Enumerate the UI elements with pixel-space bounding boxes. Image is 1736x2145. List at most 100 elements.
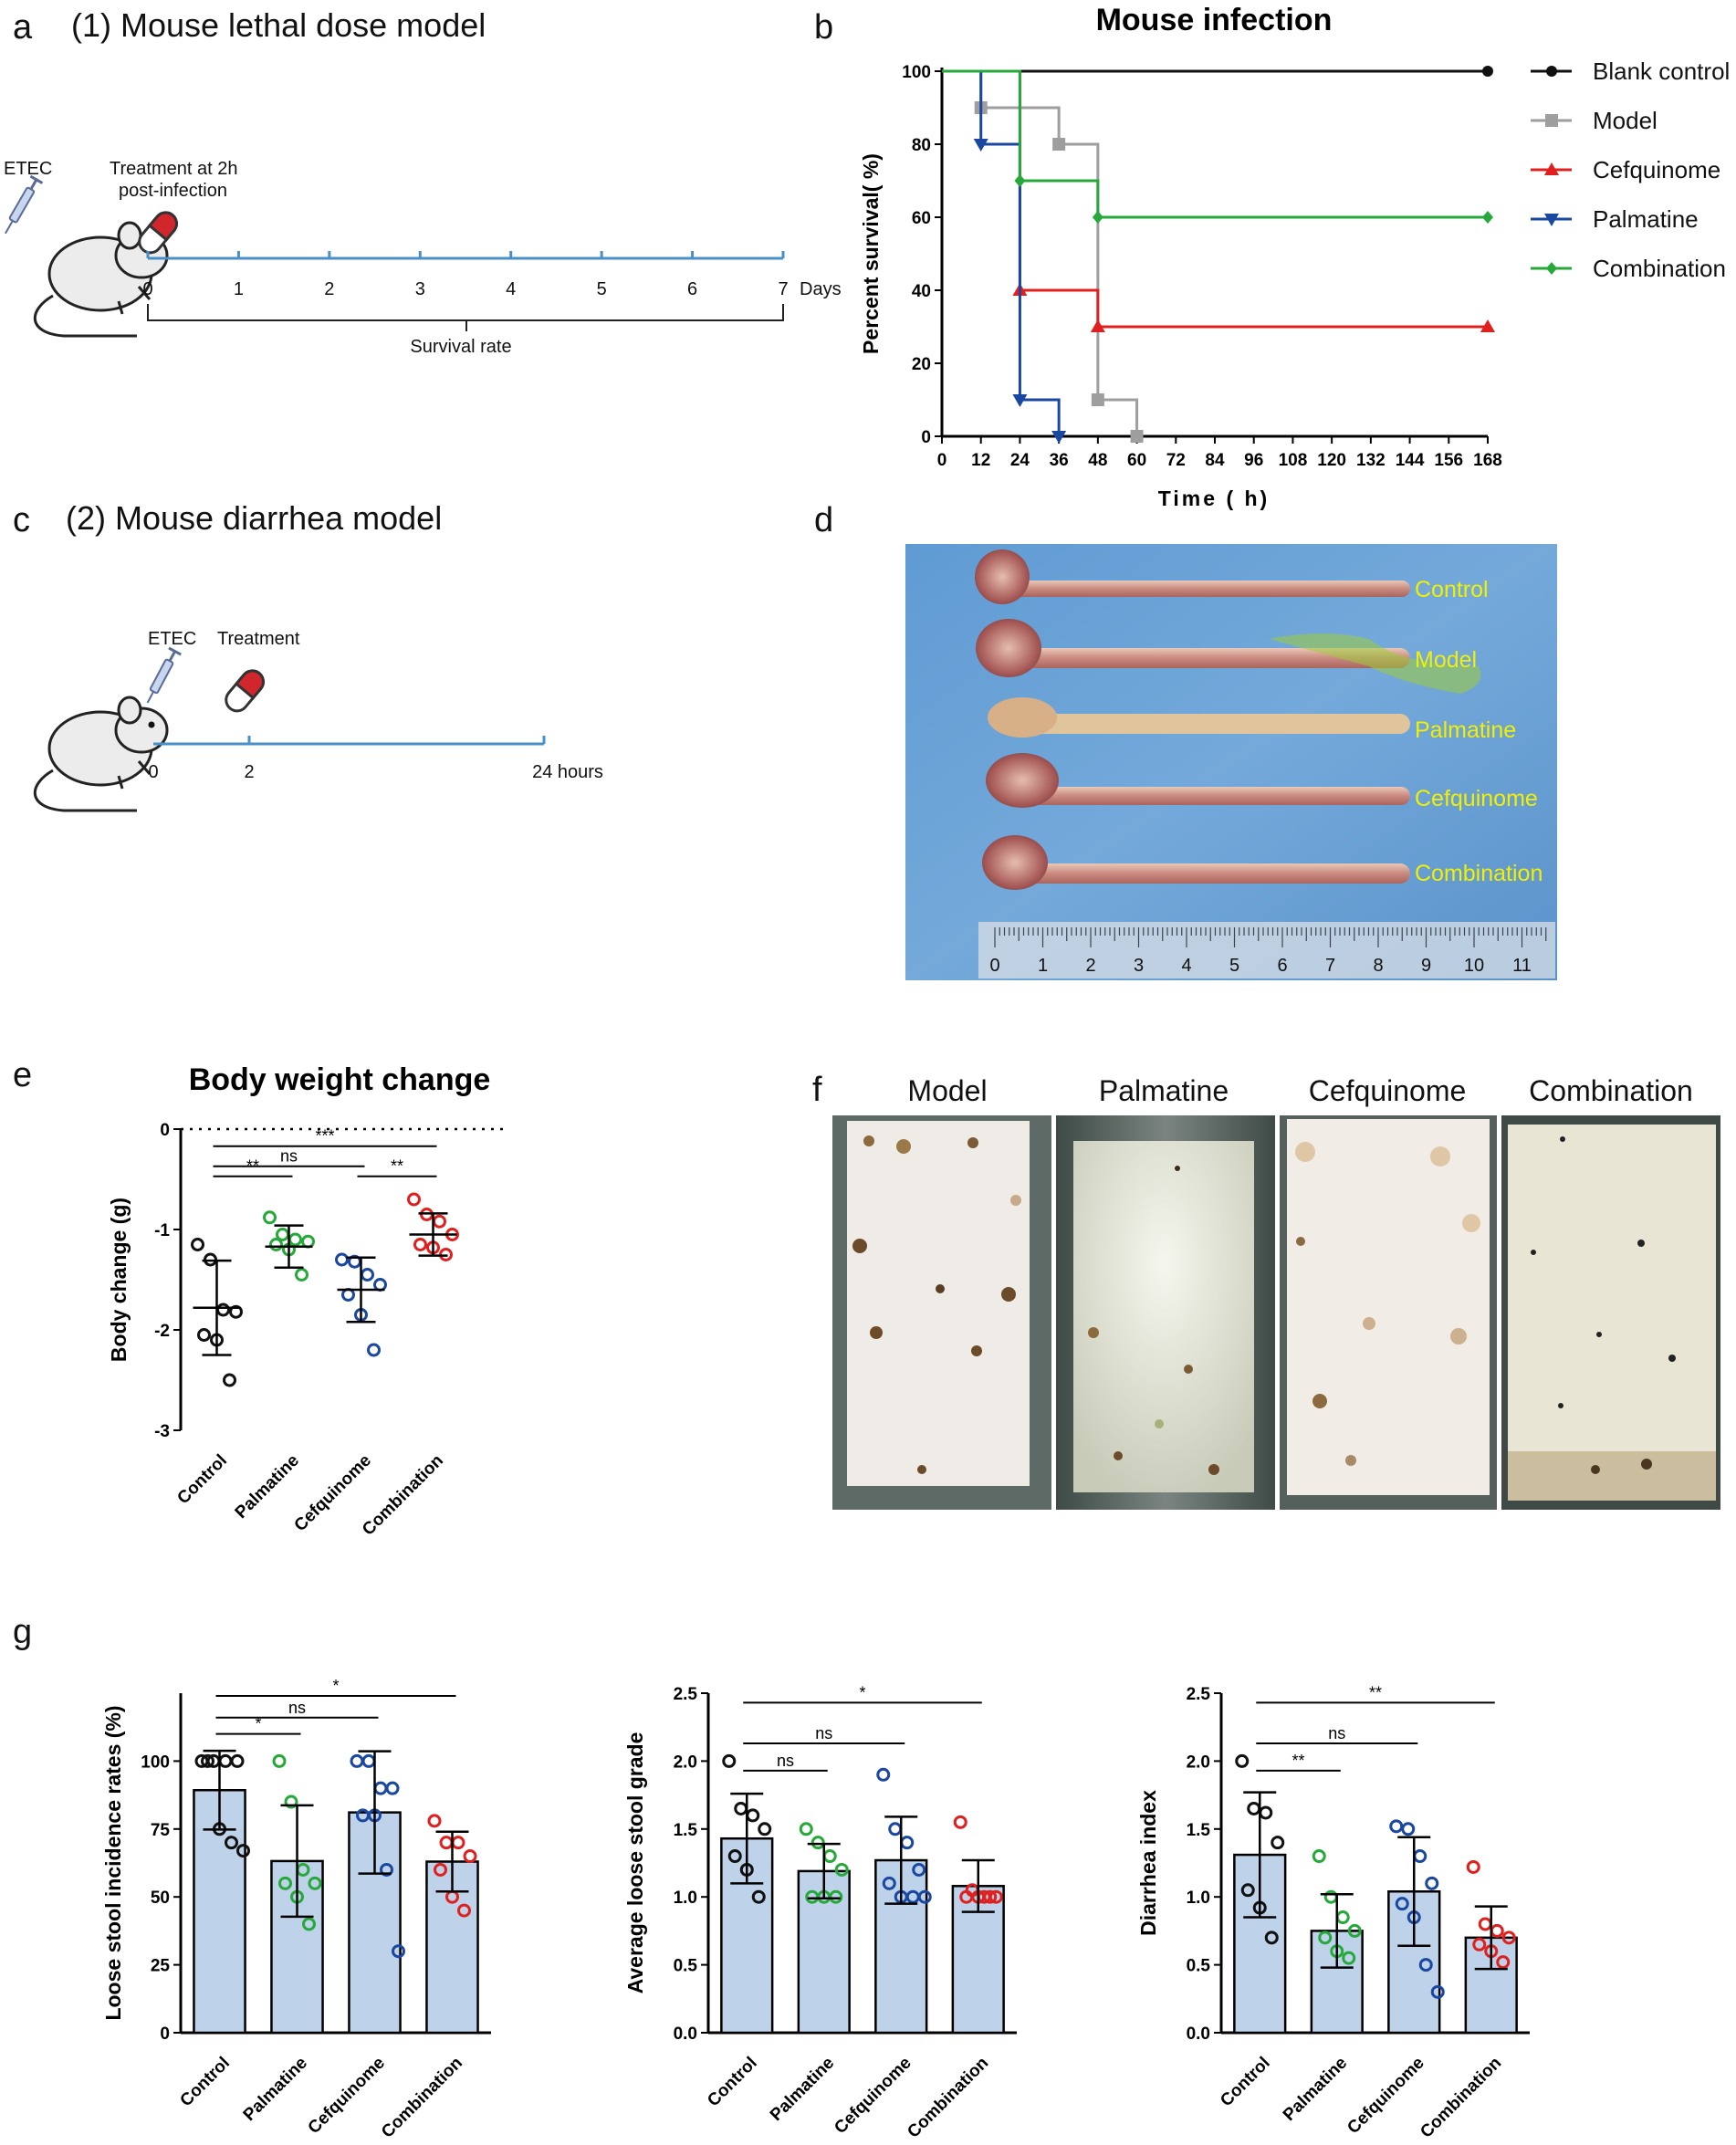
legend-marker-combination <box>1546 262 1557 275</box>
legend-label-combination: Combination <box>1593 255 1726 282</box>
body-weight-chart: Body weight change 0 -1 -2 -3 Body change (g)… <box>107 1062 506 1540</box>
data-point-palmatine <box>278 1876 292 1890</box>
etec-label-a: ETEC <box>4 159 52 179</box>
day-tick-label: 1 <box>234 279 244 299</box>
data-point-palmatine <box>272 1753 287 1768</box>
data-point-cefquinome <box>1430 1984 1445 1999</box>
data-point-cefquinome <box>900 1836 915 1850</box>
category-label-cefquinome: Cefquinome <box>831 2054 915 2138</box>
significance-label: * <box>859 1683 865 1701</box>
data-point-combination <box>434 1862 447 1877</box>
data-point-cefquinome <box>392 1944 405 1959</box>
day-tick-label: 5 <box>597 279 607 299</box>
category-label-combination: Combination <box>1417 2054 1505 2142</box>
data-point-palmatine <box>829 1889 843 1904</box>
data-point-cefquinome <box>361 1268 374 1282</box>
panel-b: b Mouse infection 0 20 40 60 80 100 0 12 24 36 48 60… <box>814 3 1730 510</box>
series-point-palmatine <box>1051 431 1067 444</box>
ruler-tick-label: 4 <box>1181 956 1191 976</box>
panel-a: a (1) Mouse lethal dose model ETEC Treat… <box>4 6 842 357</box>
data-point-control <box>1247 1801 1261 1815</box>
photo-label-palmatine: Palmatine <box>1415 717 1516 743</box>
intestine-photo: 0 1 2 3 4 5 6 7 8 9 10 11 Control Model Palmatine C… <box>905 544 1557 980</box>
data-point-combination <box>439 1836 454 1850</box>
bar-control <box>720 1836 774 2035</box>
category-label-control: Control <box>704 2054 761 2111</box>
series-point-palmatine <box>973 139 988 152</box>
y-tick-label: 40 <box>912 282 931 301</box>
category-label-control: Control <box>1217 2054 1274 2111</box>
panel-letter-g: g <box>13 1613 32 1651</box>
panel-f: f Model Palmatine Cefquinome Combination <box>812 1071 1720 1510</box>
data-point-combination <box>451 1836 465 1850</box>
ruler-tick-label: 2 <box>1085 956 1095 976</box>
y-tick-label: 75 <box>151 1821 171 1840</box>
data-point-cefquinome <box>1413 1849 1427 1864</box>
data-point-cefquinome <box>380 1862 393 1877</box>
data-point-cefquinome <box>341 1288 355 1302</box>
data-point-cefquinome <box>385 1781 400 1795</box>
x-tick-label: 12 <box>971 451 990 470</box>
y-tick-label: 0 <box>160 1121 170 1140</box>
loose-stool-incidence-chart: 0 25 50 75 100 Loose stool incidence rates (%… <box>101 1677 491 2142</box>
series-point-combination <box>1014 174 1026 187</box>
panel-a-title: (1) Mouse lethal dose model <box>71 6 486 44</box>
data-point-cefquinome <box>373 1781 388 1795</box>
y-tick-label: 0.5 <box>1187 1957 1211 1976</box>
data-point-palmatine <box>301 1234 315 1249</box>
intestine-control <box>975 549 1410 604</box>
y-tick-label: 1.0 <box>1187 1889 1210 1908</box>
category-label-cefquinome: Cefquinome <box>1344 2054 1427 2138</box>
legend-label-cefquinome: Cefquinome <box>1593 156 1720 183</box>
treatment-label-a-line1: Treatment at 2h <box>110 159 237 179</box>
day-tick-label: 6 <box>687 279 697 299</box>
data-point-palmatine <box>1347 1923 1362 1938</box>
day-tick-label: 3 <box>415 279 425 299</box>
data-point-control <box>746 1808 760 1823</box>
pill-icon <box>225 669 265 713</box>
x-axis-label: Time ( h) <box>1158 487 1270 510</box>
series-line-palmatine <box>942 69 1061 436</box>
series-point-cefquinome <box>1090 319 1105 332</box>
day-tick-label: 0 <box>142 279 152 299</box>
y-tick-label: -1 <box>154 1221 170 1240</box>
data-point-control <box>1259 1805 1273 1820</box>
panel-c-title: (2) Mouse diarrhea model <box>66 499 442 537</box>
data-point-cefquinome <box>361 1753 376 1768</box>
series-point-combination <box>1092 211 1103 224</box>
y-tick-label: 2.5 <box>674 1685 698 1704</box>
timeline-ticks-a: 0 1 2 3 4 5 6 7 <box>142 251 789 299</box>
y-tick-label: 20 <box>912 355 931 374</box>
data-point-control <box>201 1753 214 1768</box>
y-axis-label: Diarrhea index <box>1136 1790 1160 1936</box>
series-point-palmatine <box>1012 394 1028 407</box>
panel-g: g 0 25 50 75 100 Loose stool incidence rates … <box>13 1613 1530 2142</box>
photo-title-combination: Combination <box>1529 1074 1693 1107</box>
panel-e: e Body weight change 0 -1 -2 -3 Body change (… <box>13 1056 506 1540</box>
data-point-combination <box>988 1889 1003 1904</box>
data-point-palmatine <box>834 1862 849 1877</box>
panel-letter-f: f <box>812 1071 822 1109</box>
data-point-control <box>223 1373 236 1387</box>
bar-cefquinome <box>348 1811 402 2035</box>
data-point-combination <box>463 1849 477 1864</box>
data-point-cefquinome <box>1395 1897 1409 1911</box>
data-point-control <box>197 1328 211 1342</box>
x-tick-label: 120 <box>1317 451 1346 470</box>
data-point-control <box>1240 1883 1255 1898</box>
intestine-palmatine <box>988 697 1410 738</box>
y-tick-label: 50 <box>151 1889 170 1908</box>
data-point-cefquinome <box>1425 1876 1439 1890</box>
y-axis-label: Average loose stool grade <box>623 1732 647 1994</box>
category-label-palmatine: Palmatine <box>232 1451 303 1522</box>
timeline-unit-days: Days <box>800 279 842 299</box>
series-point-model <box>1052 138 1066 151</box>
ruler: 0 1 2 3 4 5 6 7 8 9 10 11 <box>978 922 1555 978</box>
ruler-tick-label: 5 <box>1229 956 1239 976</box>
y-tick-label: 2.0 <box>1187 1753 1210 1772</box>
data-point-palmatine <box>810 1836 825 1850</box>
y-axis-label: Loose stool incidence rates (%) <box>101 1705 125 2020</box>
legend-label-blank-control: Blank control <box>1593 58 1730 85</box>
category-label-combination: Combination <box>904 2054 992 2142</box>
